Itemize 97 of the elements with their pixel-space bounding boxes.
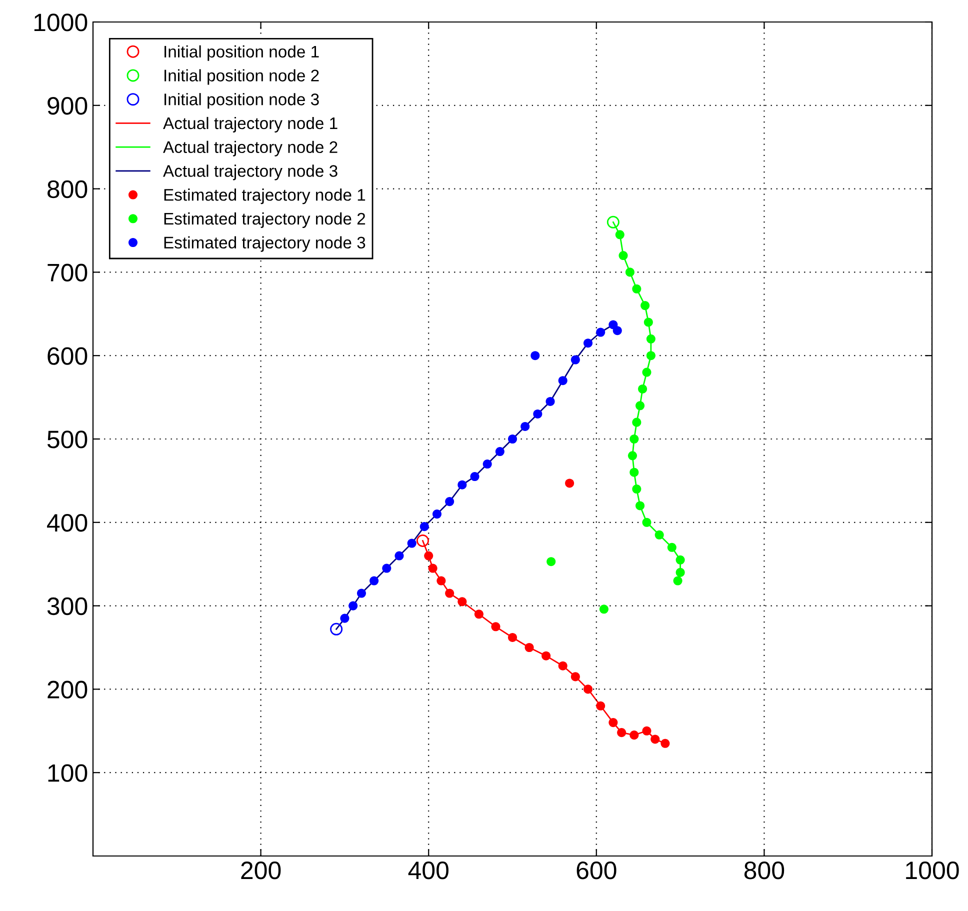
- y-tick-label: 700: [48, 264, 88, 282]
- legend-label: Actual trajectory node 3: [163, 164, 338, 180]
- point: [520, 422, 530, 432]
- point: [642, 726, 652, 736]
- legend-label: Initial position node 1: [164, 45, 319, 61]
- point: [606, 216, 620, 228]
- point: [470, 472, 480, 482]
- point: [630, 434, 639, 444]
- x-tick-label: 200: [241, 862, 281, 880]
- point: [636, 501, 645, 510]
- point: [491, 622, 500, 632]
- point: [618, 251, 628, 260]
- point: [348, 601, 358, 610]
- point: [445, 497, 454, 506]
- point: [394, 551, 404, 560]
- point: [495, 446, 504, 456]
- point: [636, 401, 645, 410]
- point: [630, 468, 639, 477]
- point: [530, 351, 540, 360]
- y-tick-label: 800: [48, 180, 88, 198]
- point: [458, 480, 467, 490]
- point: [640, 301, 650, 310]
- point: [632, 484, 642, 494]
- point: [474, 610, 484, 619]
- point: [382, 564, 392, 573]
- point: [340, 614, 350, 623]
- y-tick-label: 900: [48, 97, 88, 115]
- y-tick-label: 300: [47, 597, 88, 616]
- point: [646, 351, 656, 360]
- point: [546, 396, 555, 406]
- point: [667, 542, 676, 552]
- point: [660, 738, 670, 748]
- point: [596, 328, 606, 337]
- point: [642, 368, 652, 377]
- point: [432, 510, 442, 519]
- point: [416, 534, 429, 547]
- point: [583, 684, 593, 694]
- point: [583, 338, 593, 348]
- point: [558, 376, 568, 386]
- legend-label: Estimated trajectory node 2: [164, 212, 366, 228]
- point: [608, 718, 618, 728]
- point: [436, 576, 446, 586]
- x-tick-label: 800: [744, 862, 784, 880]
- point: [420, 522, 429, 532]
- point: [676, 555, 685, 564]
- point: [508, 632, 518, 642]
- point: [356, 588, 366, 598]
- x-tick-label: 600: [576, 862, 616, 880]
- point: [632, 418, 642, 427]
- y-tick-label: 500: [47, 430, 88, 448]
- point: [638, 384, 648, 394]
- legend-label: Estimated trajectory node 1: [164, 188, 366, 204]
- y-tick-label: 200: [48, 680, 88, 699]
- point: [330, 622, 343, 636]
- point: [676, 568, 685, 577]
- legend-label: Actual trajectory node 2: [163, 140, 338, 156]
- point: [673, 576, 682, 586]
- point: [615, 230, 624, 240]
- point: [654, 530, 664, 540]
- point: [482, 460, 492, 469]
- point: [524, 642, 534, 652]
- legend-label: Actual trajectory node 1: [163, 116, 338, 132]
- point: [596, 701, 606, 710]
- legend-label: Estimated trajectory node 3: [164, 236, 366, 252]
- point: [617, 728, 626, 738]
- point: [630, 730, 639, 740]
- point: [407, 538, 416, 548]
- point: [558, 661, 568, 670]
- y-tick-label: 1000: [34, 14, 88, 32]
- point: [570, 355, 580, 364]
- point: [508, 434, 518, 444]
- point: [565, 478, 574, 488]
- y-tick-label: 600: [48, 347, 88, 365]
- point: [642, 518, 652, 527]
- point: [599, 604, 608, 614]
- y-tick-label: 100: [48, 764, 88, 782]
- point: [625, 268, 634, 277]
- point: [646, 334, 656, 344]
- y-tick-label: 400: [47, 514, 88, 532]
- point: [650, 734, 660, 744]
- point: [370, 576, 379, 586]
- x-tick-label: 400: [408, 862, 448, 880]
- point: [612, 326, 622, 336]
- point: [632, 284, 642, 294]
- point: [458, 597, 467, 606]
- point: [445, 588, 454, 598]
- point: [533, 409, 542, 418]
- x-tick-label: 1000: [906, 862, 959, 880]
- legend-label: Initial position node 2: [164, 69, 319, 85]
- point: [628, 451, 637, 460]
- point: [424, 551, 434, 560]
- point: [542, 651, 551, 660]
- point: [546, 557, 556, 566]
- point: [570, 672, 580, 682]
- legend-label: Initial position node 3: [164, 93, 319, 109]
- point: [428, 564, 438, 573]
- point: [644, 318, 653, 327]
